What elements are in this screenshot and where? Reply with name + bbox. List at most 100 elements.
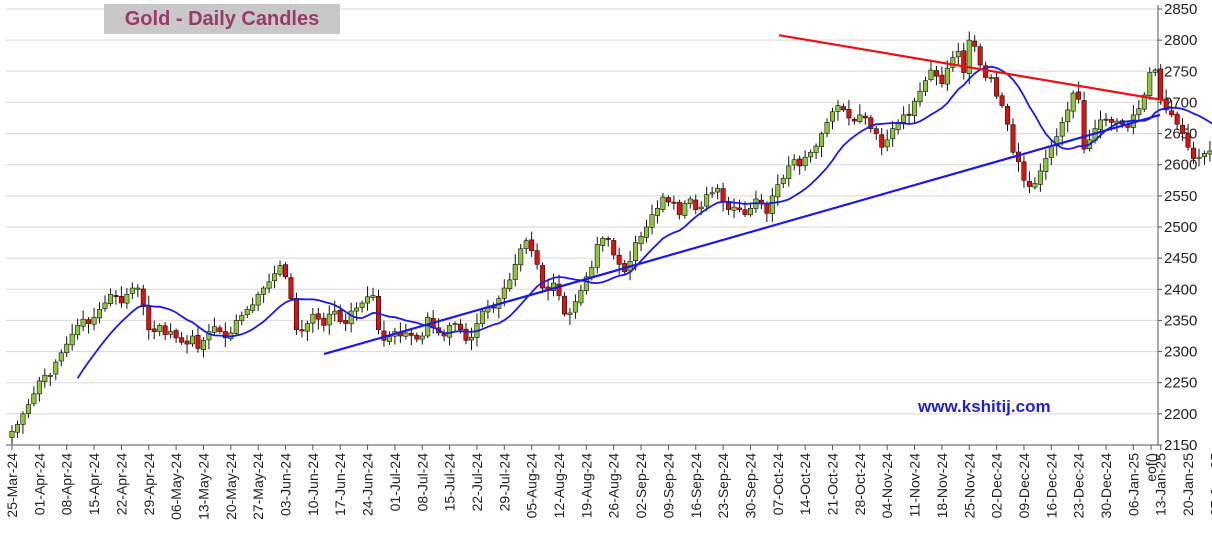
candle-down (146, 305, 152, 331)
x-tick-label: 24-Jun-24 (360, 453, 376, 516)
x-tick-label: 25-Nov-24 (961, 453, 977, 519)
x-tick-label: 04-Nov-24 (879, 453, 895, 519)
candle-down (162, 325, 168, 336)
candle-up (168, 331, 174, 335)
x-tick-label: 25-Mar-24 (4, 453, 20, 518)
candle-down (1158, 68, 1164, 100)
x-tick-label: 29-Apr-24 (141, 453, 157, 515)
y-tick-label: 2600 (1164, 157, 1197, 174)
x-tick-label: 11-Nov-24 (907, 453, 923, 518)
candle-up (654, 208, 660, 216)
candle-up (890, 128, 896, 140)
x-tick-label: eof() (1143, 453, 1159, 482)
candle-down (86, 319, 92, 324)
y-tick-label: 2450 (1164, 250, 1197, 267)
candle-up (1207, 150, 1212, 155)
x-tick-label: 27-Jan-25 (1207, 453, 1212, 516)
candle-up (468, 336, 474, 341)
candle-up (709, 192, 715, 195)
candle-up (107, 293, 113, 304)
x-tick-label: 29-Jul-24 (496, 453, 512, 512)
candle-up (660, 196, 666, 210)
candle-up (58, 352, 64, 362)
candle-up (501, 287, 507, 299)
candle-up (819, 133, 825, 147)
candle-up (36, 380, 42, 395)
candle-down (1163, 98, 1169, 111)
x-tick-label: 22-Jul-24 (469, 453, 485, 512)
x-tick-label: 27-May-24 (250, 453, 266, 520)
moving-average-line (76, 65, 1212, 379)
candle-down (529, 239, 535, 251)
y-tick-label: 2850 (1164, 1, 1197, 18)
candle-up (808, 151, 814, 158)
candle-down (961, 50, 967, 73)
candle-up (715, 188, 721, 193)
candle-up (255, 293, 261, 306)
candle-up (884, 139, 890, 148)
x-tick-label: 15-Apr-24 (86, 453, 102, 515)
candle-up (479, 310, 485, 325)
candle-up (1196, 156, 1202, 159)
resistance-trendline (778, 34, 1167, 102)
candle-down (797, 158, 803, 167)
candle-up (950, 57, 956, 68)
candle-up (829, 111, 835, 122)
candle-up (200, 340, 206, 350)
candle-down (540, 265, 546, 289)
candle-down (195, 334, 201, 349)
y-axis: 2150 2200 2250 2300 2350 2400 2450 2500 2550 2600… (1157, 1, 1197, 454)
candle-down (288, 277, 294, 299)
candle-down (1174, 113, 1180, 125)
x-tick-label: 02-Dec-24 (989, 453, 1005, 519)
candle-up (518, 248, 524, 266)
candle-up (14, 424, 20, 433)
chart-title: Gold - Daily Candles (124, 7, 320, 30)
x-tick-label: 13-Jan-25 (1153, 453, 1169, 516)
candle-up (244, 308, 250, 316)
candle-up (20, 413, 26, 425)
candle-up (988, 77, 994, 80)
candle-down (868, 117, 874, 129)
candle-down (458, 323, 464, 331)
candle-down (556, 283, 562, 296)
candle-up (80, 318, 86, 327)
candle-down (851, 118, 857, 122)
candle-up (239, 315, 245, 322)
candle-down (222, 331, 228, 339)
candle-up (1054, 136, 1060, 147)
candle-up (567, 312, 573, 315)
candle-down (676, 201, 682, 215)
candle-down (173, 330, 179, 339)
y-tick-label: 2800 (1164, 32, 1197, 49)
candle-down (1169, 110, 1175, 116)
candle-down (561, 295, 567, 315)
candle-down (862, 115, 868, 119)
candle-down (665, 197, 671, 203)
candle-up (64, 343, 70, 353)
y-tick-label: 2350 (1164, 312, 1197, 329)
candle-up (272, 273, 278, 282)
candle-up (600, 237, 606, 246)
candle-down (939, 74, 945, 85)
x-tick-label: 20-May-24 (223, 453, 239, 520)
candle-up (1043, 158, 1049, 173)
x-tick-label: 30-Sep-24 (742, 453, 758, 519)
candle-up (75, 325, 81, 336)
candle-up (25, 404, 31, 414)
candle-up (447, 325, 453, 338)
candle-up (638, 236, 644, 245)
candle-up (1070, 92, 1076, 112)
candle-down (737, 207, 743, 210)
x-tick-label: 09-Dec-24 (1016, 453, 1032, 519)
candle-down (1076, 91, 1082, 100)
candle-up (512, 264, 518, 280)
x-tick-label: 17-Jun-24 (332, 453, 348, 516)
candle-up (589, 267, 595, 278)
candle-down (184, 340, 190, 345)
x-tick-label: 23-Dec-24 (1071, 453, 1087, 519)
candle-down (463, 328, 469, 341)
candle-up (102, 302, 108, 309)
candle-up (211, 326, 217, 333)
